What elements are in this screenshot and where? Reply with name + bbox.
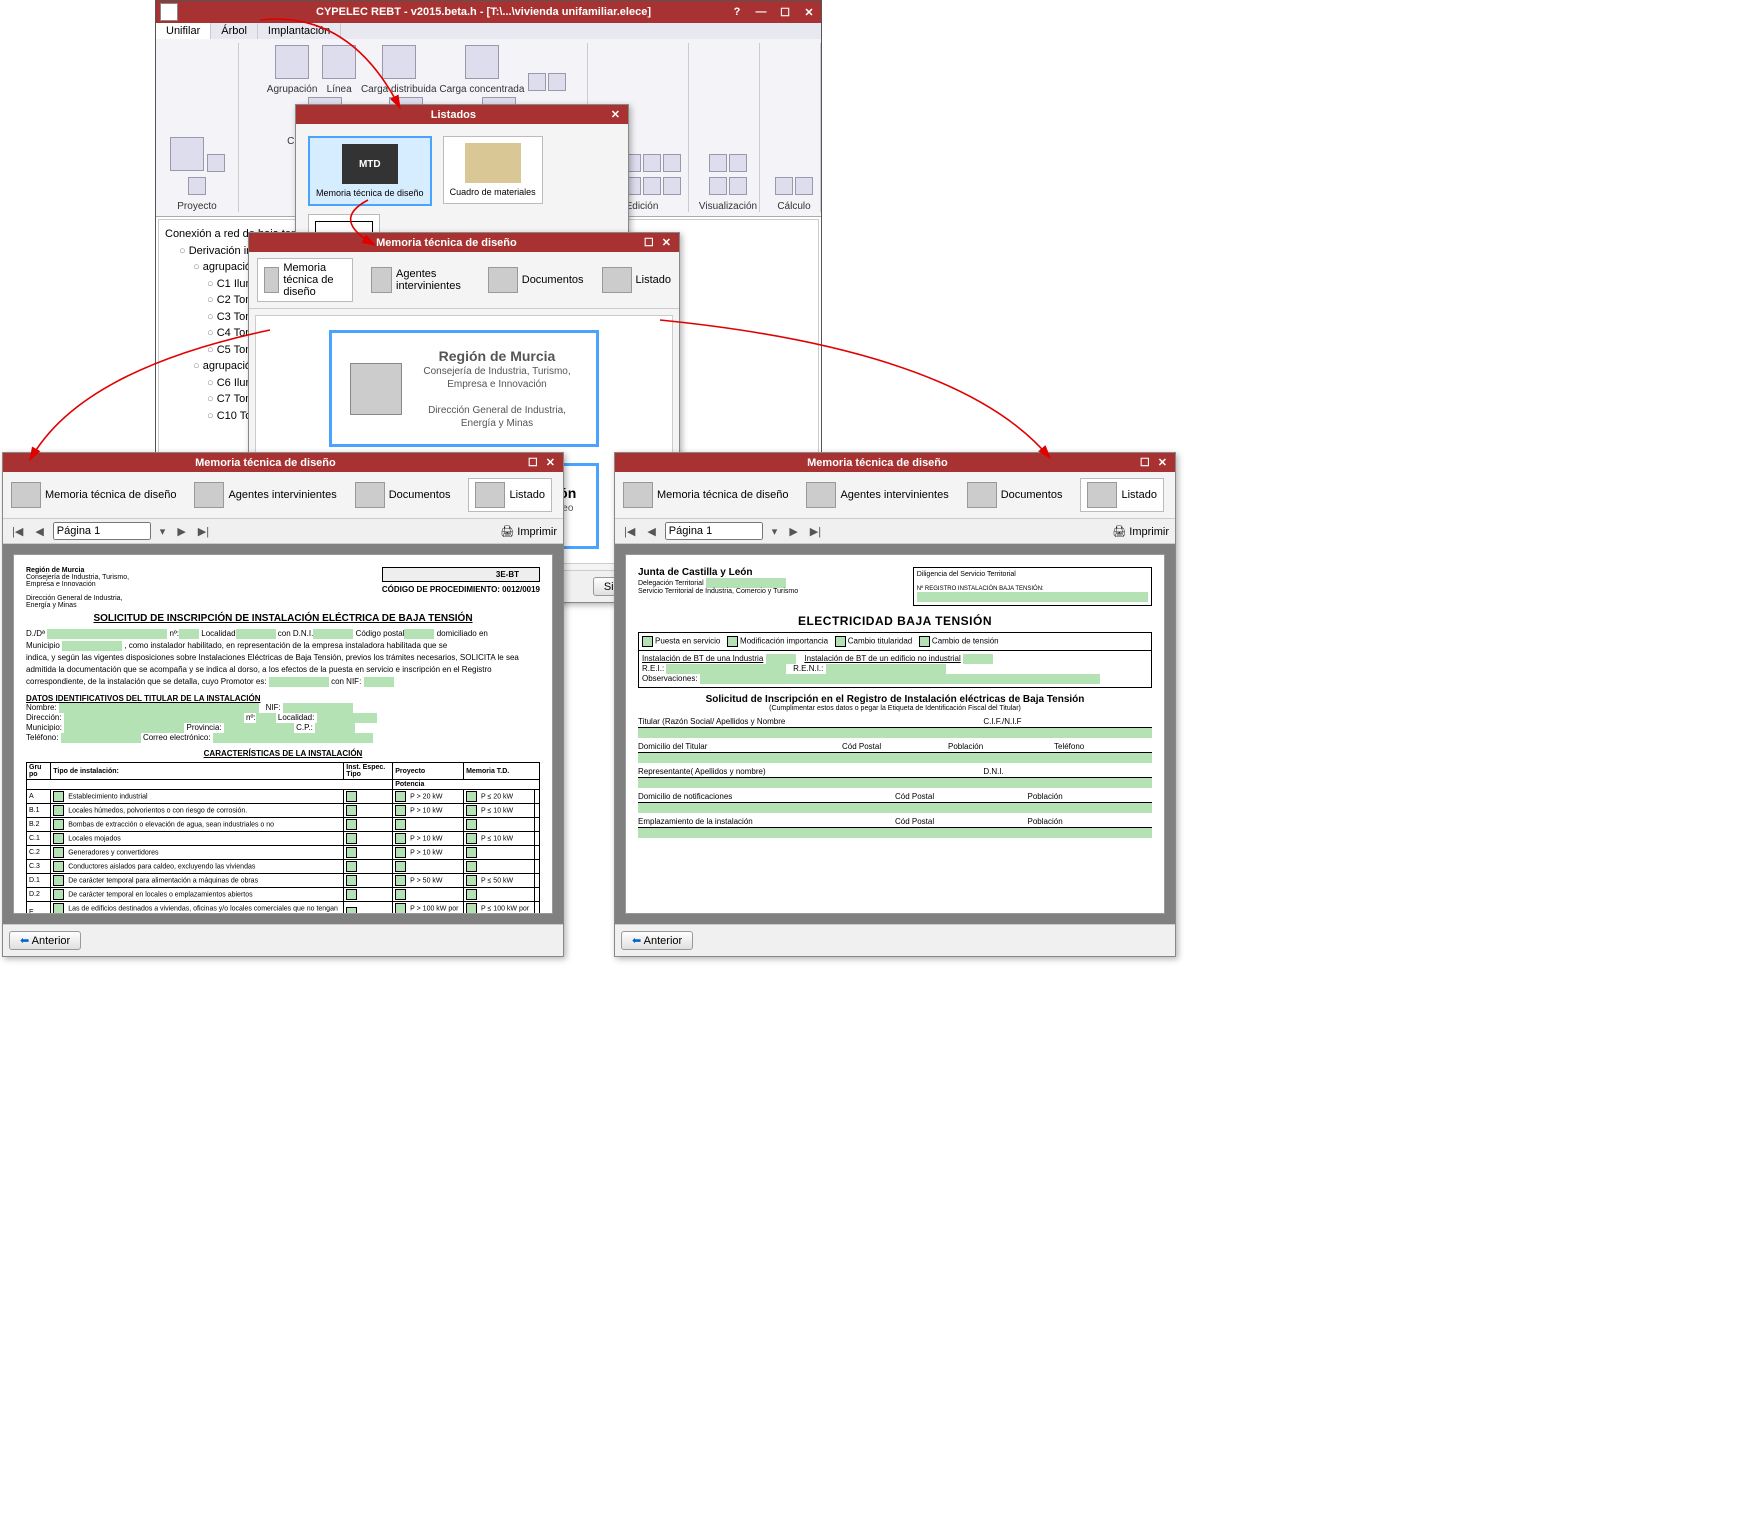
cyl-sub: (Cumplimentar estos datos o pegar la Eti… (638, 705, 1152, 712)
murcia-line1: Consejería de Industria, Turismo, Empres… (423, 366, 570, 390)
tab-mtd[interactable]: Memoria técnica de diseño (257, 258, 353, 302)
c-page-next-icon[interactable]: ▶ (786, 525, 800, 538)
murcia-out-close-icon[interactable]: ✕ (542, 456, 559, 469)
c-page-first-icon[interactable]: |◀ (621, 525, 638, 538)
c-tab-agentes[interactable]: Agentes intervinientes (806, 482, 948, 508)
rg-proyecto: Proyecto (177, 201, 216, 212)
c-page-input[interactable] (665, 522, 763, 540)
listados-close-icon[interactable]: ✕ (607, 108, 624, 121)
dialog-output-cyl: Memoria técnica de diseño ☐ ✕ Memoria té… (614, 452, 1176, 957)
listados-title: Listados (300, 109, 607, 121)
ri-linea[interactable]: Línea (320, 84, 358, 95)
cyl-out-title: Memoria técnica de diseño (619, 457, 1136, 469)
c-tab-listado[interactable]: Listado (1080, 478, 1163, 512)
mtd-tab-icon (264, 267, 279, 293)
tab-implantacion[interactable]: Implantación (258, 23, 341, 39)
ri-agrupacion[interactable]: Agrupación (267, 84, 318, 95)
m-page-last-icon[interactable]: ▶| (195, 525, 212, 538)
murcia-table: Gru poTipo de instalación:Inst. Espec. T… (26, 762, 540, 914)
m-page-next-icon[interactable]: ▶ (174, 525, 188, 538)
m-tab-agentes[interactable]: Agentes intervinientes (194, 482, 336, 508)
cyl-out-close-icon[interactable]: ✕ (1154, 456, 1171, 469)
arrow-left-icon-2: ⬅ (632, 935, 641, 947)
arrow-left-icon: ⬅ (20, 935, 29, 947)
sect-caract: CARACTERÍSTICAS DE LA INSTALACIÓN (26, 749, 540, 758)
tab-mtd-label: Memoria técnica de diseño (283, 262, 346, 298)
ri-carga-dist[interactable]: Carga distribuida (361, 84, 437, 95)
docs-icon (488, 267, 518, 293)
murcia-doc-title: SOLICITUD DE INSCRIPCIÓN DE INSTALACIÓN … (26, 613, 540, 624)
murcia-out-title: Memoria técnica de diseño (7, 457, 524, 469)
opt-cuadro-label: Cuadro de materiales (450, 187, 536, 197)
code-3ebt: 3E-BT (382, 567, 540, 582)
m-tab-listado[interactable]: Listado (468, 478, 551, 512)
tab-arbol[interactable]: Árbol (211, 23, 258, 39)
rg-edicion: Edición (626, 201, 659, 212)
main-titlebar: CYPELEC REBT - v2015.beta.h - [T:\...\vi… (156, 1, 821, 23)
opt-cuadro[interactable]: Cuadro de materiales (443, 136, 543, 204)
help-icon[interactable]: ? (725, 6, 749, 19)
tab-listado[interactable]: Listado (602, 267, 671, 293)
cyl-doc-title: ELECTRICIDAD BAJA TENSIÓN (638, 614, 1152, 628)
maximize-icon[interactable]: ☐ (773, 6, 797, 19)
rg-calc: Cálculo (777, 201, 810, 212)
listado-icon (602, 267, 632, 293)
c-prev-button[interactable]: ⬅ Anterior (621, 931, 693, 950)
murcia-crest-icon (350, 363, 402, 415)
cyl-document: Junta de Castilla y León Delegación Terr… (625, 554, 1165, 914)
region-murcia[interactable]: Región de Murcia Consejería de Industria… (329, 330, 599, 447)
minimize-icon[interactable]: — (749, 6, 773, 19)
dialog-output-murcia: Memoria técnica de diseño ☐ ✕ Memoria té… (2, 452, 564, 957)
sect-datos: DATOS IDENTIFICATIVOS DEL TITULAR DE LA … (26, 694, 540, 703)
m-page-prev-icon[interactable]: ◀ (32, 525, 46, 538)
opt-mtd[interactable]: MTD Memoria técnica de diseño (308, 136, 432, 206)
tab-agentes[interactable]: Agentes intervinientes (371, 267, 470, 293)
mtd-title: Memoria técnica de diseño (253, 237, 640, 249)
code-proc: CÓDIGO DE PROCEDIMIENTO: 0012/0019 (382, 585, 540, 594)
main-title: CYPELEC REBT - v2015.beta.h - [T:\...\vi… (242, 6, 725, 18)
c-page-prev-icon[interactable]: ◀ (644, 525, 658, 538)
c-tab-mtd[interactable]: Memoria técnica de diseño (623, 482, 788, 508)
m-prev-button[interactable]: ⬅ Anterior (9, 931, 81, 950)
tab-documentos[interactable]: Documentos (488, 267, 584, 293)
murcia-name: Región de Murcia (416, 347, 578, 365)
murcia-out-max-icon[interactable]: ☐ (524, 456, 542, 469)
tab-agentes-label: Agentes intervinientes (396, 268, 470, 292)
m-tab-mtd[interactable]: Memoria técnica de diseño (11, 482, 176, 508)
cyl-dilig: Diligencia del Servicio Territorial (917, 571, 1016, 578)
tab-listado-label: Listado (636, 274, 671, 286)
tab-docs-label: Documentos (522, 274, 584, 286)
mtd-icon: MTD (342, 144, 398, 184)
cuadro-icon (465, 143, 521, 183)
murcia-document: Región de Murcia Consejería de Industria… (13, 554, 553, 914)
m-print-button[interactable]: 🖨 Imprimir (500, 525, 557, 538)
agentes-icon (371, 267, 392, 293)
cyl-out-max-icon[interactable]: ☐ (1136, 456, 1154, 469)
m-page-input[interactable] (53, 522, 151, 540)
opt-mtd-label: Memoria técnica de diseño (316, 188, 424, 198)
tab-unifilar[interactable]: Unifilar (156, 23, 211, 39)
cyl-solicit: Solicitud de Inscripción en el Registro … (638, 694, 1152, 705)
murcia-line2: Dirección General de Industria, Energía … (428, 405, 566, 429)
m-page-first-icon[interactable]: |◀ (9, 525, 26, 538)
c-print-button[interactable]: 🖨 Imprimir (1112, 525, 1169, 538)
c-tab-docs[interactable]: Documentos (967, 482, 1063, 508)
m-tab-docs[interactable]: Documentos (355, 482, 451, 508)
ri-carga-conc[interactable]: Carga concentrada (439, 84, 524, 95)
rg-vis: Visualización (699, 201, 757, 212)
app-icon (160, 3, 178, 21)
close-icon[interactable]: ✕ (797, 6, 821, 19)
c-page-last-icon[interactable]: ▶| (807, 525, 824, 538)
mtd-close-icon[interactable]: ✕ (658, 236, 675, 249)
mtd-max-icon[interactable]: ☐ (640, 236, 658, 249)
